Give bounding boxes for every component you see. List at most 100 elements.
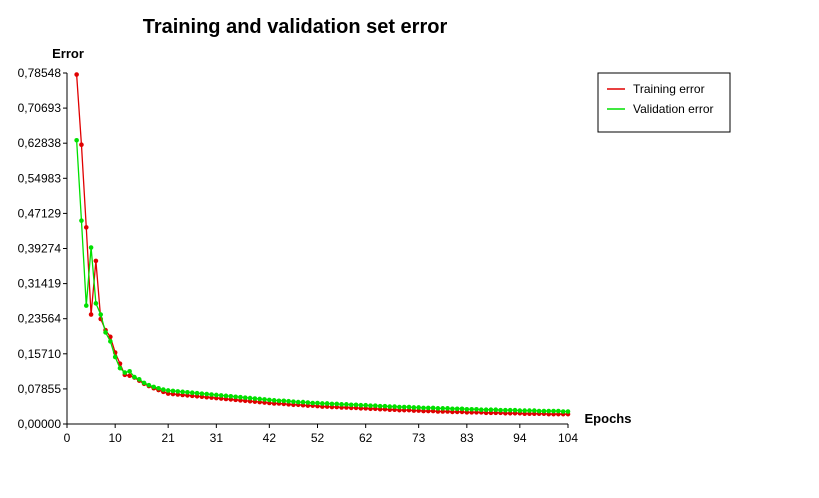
data-point-training-error — [127, 373, 132, 379]
data-point-validation-error — [108, 339, 113, 344]
data-point-validation-error — [450, 406, 455, 412]
data-point-validation-error — [276, 398, 282, 404]
series-points-validation-error — [74, 137, 571, 414]
data-point-validation-error — [189, 390, 195, 396]
series-line-training-error — [75, 74, 568, 415]
data-point-validation-error — [531, 408, 537, 413]
data-point-validation-error — [421, 405, 426, 411]
data-point-validation-error — [112, 354, 118, 360]
data-point-validation-error — [175, 389, 181, 394]
x-tick-label: 10 — [108, 431, 122, 445]
data-point-validation-error — [257, 396, 262, 402]
data-point-validation-error — [551, 408, 556, 414]
data-point-training-error — [83, 225, 89, 230]
data-point-validation-error — [161, 387, 166, 392]
y-tick-label: 0,31419 — [18, 277, 62, 291]
data-point-validation-error — [416, 405, 421, 410]
legend-label-validation: Validation error — [633, 102, 713, 116]
data-point-validation-error — [79, 218, 84, 223]
data-point-validation-error — [117, 365, 123, 371]
data-point-validation-error — [247, 395, 253, 401]
data-point-validation-error — [156, 385, 161, 391]
data-point-validation-error — [329, 401, 335, 407]
data-point-validation-error — [392, 404, 397, 409]
data-point-validation-error — [122, 370, 128, 375]
data-point-validation-error — [209, 392, 214, 397]
data-point-validation-error — [74, 137, 79, 143]
data-point-validation-error — [281, 398, 287, 404]
data-point-validation-error — [218, 393, 224, 398]
data-point-validation-error — [267, 397, 272, 403]
data-point-validation-error — [223, 393, 229, 399]
data-point-validation-error — [498, 407, 503, 413]
data-point-validation-error — [358, 402, 364, 408]
legend-box — [597, 72, 731, 133]
data-point-validation-error — [136, 377, 142, 382]
data-point-validation-error — [185, 389, 190, 395]
data-point-validation-error — [546, 408, 552, 414]
data-point-validation-error — [242, 395, 248, 400]
x-tick-label: 62 — [359, 431, 373, 445]
chart-title: Training and validation set error — [143, 16, 448, 38]
data-point-validation-error — [170, 388, 176, 394]
data-point-validation-error — [517, 408, 523, 413]
series-line-validation-error — [75, 140, 568, 413]
y-tick-label: 0,78548 — [18, 66, 62, 80]
data-point-validation-error — [151, 384, 157, 390]
data-point-validation-error — [204, 391, 210, 397]
legend-label-training: Training error — [633, 82, 705, 96]
data-point-validation-error — [252, 396, 258, 401]
data-point-training-error — [88, 312, 94, 317]
data-point-validation-error — [411, 405, 417, 410]
data-point-validation-error — [103, 330, 108, 335]
data-point-validation-error — [445, 406, 450, 411]
data-point-training-error — [93, 258, 99, 264]
data-point-validation-error — [368, 403, 373, 408]
data-point-validation-error — [440, 406, 446, 411]
y-axis-label: Error — [52, 46, 84, 61]
data-point-validation-error — [522, 408, 527, 413]
data-point-validation-error — [382, 403, 388, 409]
y-axis-ticks: 0,00000 0,07855 0,15710 0,23564 0,31419 0,392… — [18, 66, 67, 431]
data-point-validation-error — [454, 406, 460, 412]
legend: Training error Validation error — [597, 72, 731, 133]
data-point-validation-error — [88, 245, 94, 250]
data-point-validation-error — [435, 406, 441, 411]
data-point-validation-error — [541, 408, 547, 414]
x-tick-label: 0 — [64, 431, 71, 445]
x-tick-label: 94 — [513, 431, 527, 445]
data-point-training-error — [74, 72, 79, 77]
data-point-validation-error — [425, 405, 431, 411]
x-axis-ticks: 0 10 21 31 42 52 62 73 83 94 104 — [64, 424, 578, 445]
y-tick-label: 0,47129 — [18, 206, 62, 220]
data-point-validation-error — [406, 404, 412, 410]
data-point-validation-error — [127, 368, 132, 374]
series-layer — [74, 72, 571, 417]
data-point-validation-error — [474, 406, 479, 412]
data-point-validation-error — [348, 402, 354, 408]
data-point-validation-error — [397, 404, 402, 410]
x-tick-label: 73 — [412, 431, 426, 445]
data-point-validation-error — [286, 398, 291, 404]
data-point-validation-error — [214, 392, 219, 398]
data-point-validation-error — [459, 406, 465, 412]
data-point-validation-error — [512, 407, 518, 413]
data-point-training-error — [79, 142, 84, 148]
data-point-validation-error — [233, 394, 238, 400]
data-point-validation-error — [93, 301, 99, 306]
data-point-validation-error — [344, 402, 349, 407]
data-point-validation-error — [320, 401, 325, 406]
y-tick-label: 0,39274 — [18, 242, 62, 256]
x-tick-label: 42 — [263, 431, 277, 445]
data-point-validation-error — [146, 382, 152, 388]
data-point-validation-error — [503, 407, 508, 413]
x-tick-label: 104 — [558, 431, 578, 445]
data-point-validation-error — [478, 407, 484, 413]
data-point-validation-error — [291, 399, 296, 404]
data-point-validation-error — [180, 389, 185, 395]
data-point-validation-error — [373, 403, 378, 408]
x-tick-label: 31 — [210, 431, 224, 445]
data-point-validation-error — [315, 400, 320, 406]
y-tick-label: 0,15710 — [18, 347, 62, 361]
data-point-validation-error — [310, 400, 315, 406]
